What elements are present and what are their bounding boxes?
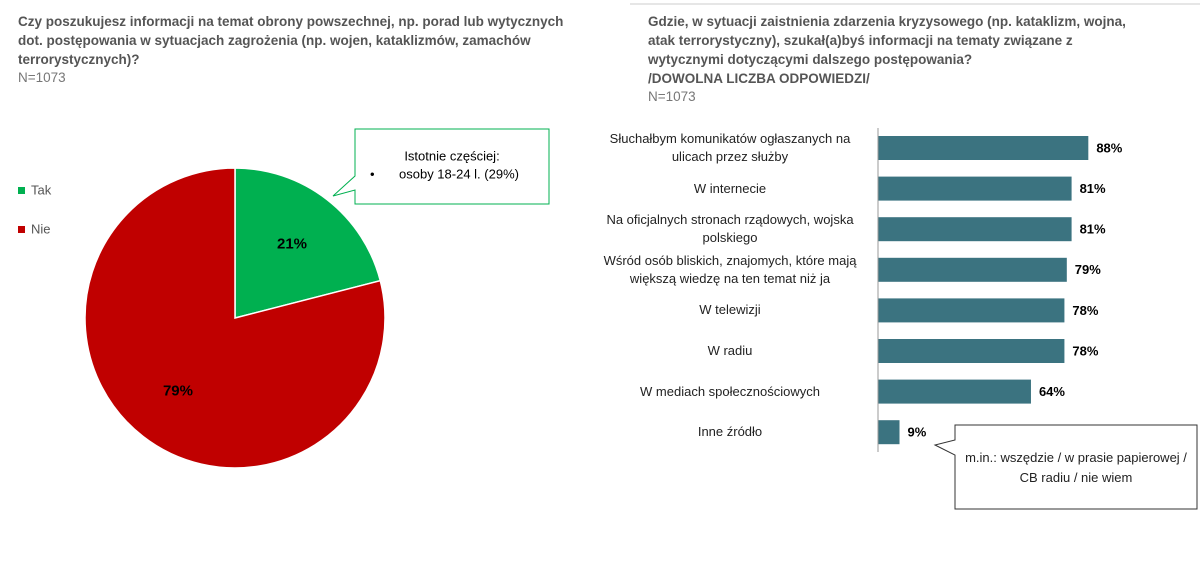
bar	[878, 217, 1072, 242]
title-note: /DOWOLNA LICZBA ODPOWIEDZI/	[648, 71, 870, 86]
bar	[878, 379, 1031, 404]
subtitle: N=1073	[18, 70, 66, 85]
category-label: Inne źródło	[697, 424, 763, 440]
data-label: 81%	[1080, 222, 1106, 237]
bar	[878, 339, 1065, 363]
legend-label: Nie	[31, 221, 51, 236]
legend-swatch	[18, 226, 25, 233]
callout-heading: Istotnie częściej:	[404, 148, 499, 163]
data-label: 79%	[163, 382, 193, 399]
data-label: 64%	[1039, 384, 1065, 399]
category-label: W internecie	[693, 180, 767, 196]
data-label: 9%	[908, 425, 927, 440]
data-label: 78%	[1072, 303, 1098, 318]
pie-slice	[234, 167, 382, 319]
pie-slice	[84, 167, 386, 469]
callout-box	[933, 424, 1198, 510]
category-label: W radiu	[707, 343, 753, 358]
bar	[878, 176, 1072, 201]
category-label: Na oficjalnych stronach rządowych, wojsk…	[606, 212, 854, 246]
category-label: Wśród osób bliskich, znajomych, które ma…	[603, 252, 857, 286]
callout-text: m.in.: wszędzie / w prasie papierowej / …	[965, 450, 1187, 485]
subtitle: N=1073	[648, 89, 696, 104]
bullet: •	[370, 166, 375, 181]
data-label: 78%	[1072, 343, 1098, 358]
callout-item: osoby 18-24 l. (29%)	[399, 166, 519, 181]
legend-swatch	[18, 187, 25, 194]
chart-title: Czy poszukujesz informacji na temat obro…	[18, 14, 564, 67]
data-label: 88%	[1096, 140, 1122, 155]
bar	[878, 298, 1065, 323]
category-label: W telewizji	[699, 302, 761, 318]
data-label: 21%	[277, 235, 307, 252]
category-label: Słuchałbym komunikatów ogłaszanych na ul…	[609, 131, 851, 164]
bar	[878, 420, 900, 445]
bar	[878, 257, 1067, 282]
legend-label: Tak	[31, 182, 52, 197]
chart-title: Gdzie, w sytuacji zaistnienia zdarzenia …	[648, 14, 1126, 67]
bar	[878, 136, 1089, 160]
data-label: 79%	[1075, 262, 1101, 277]
callout-box	[332, 128, 550, 205]
category-label: W mediach społecznościowych	[640, 383, 820, 399]
data-label: 81%	[1080, 181, 1106, 196]
